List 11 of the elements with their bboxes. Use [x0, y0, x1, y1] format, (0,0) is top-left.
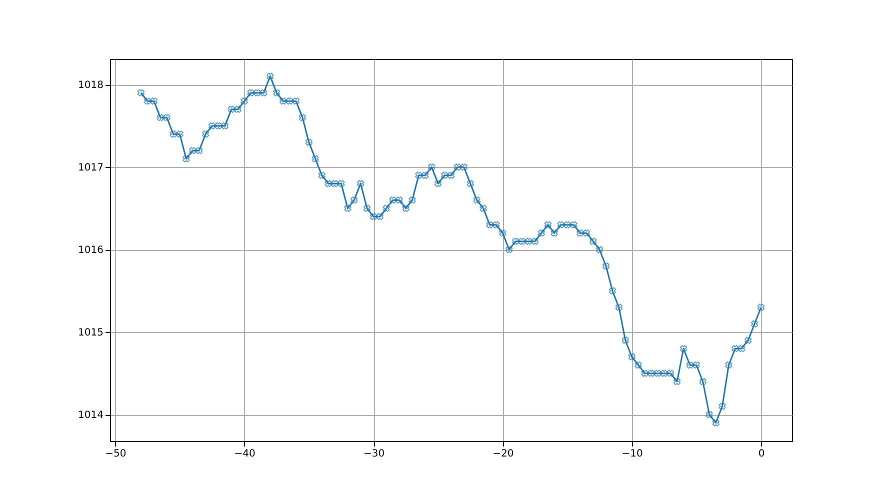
y-tick-label: 1016 — [78, 245, 104, 256]
x-tick-label: −30 — [363, 448, 385, 460]
x-tick-label: −50 — [105, 448, 126, 460]
y-tick-label: 1017 — [78, 162, 104, 174]
x-tick-label: −40 — [234, 448, 256, 460]
y-tick-label: 1014 — [78, 410, 104, 422]
x-tick-label: −20 — [492, 448, 514, 460]
y-tick-label: 1015 — [78, 328, 104, 339]
x-tick-label: −10 — [622, 448, 643, 460]
y-tick-label: 1018 — [78, 80, 104, 92]
x-tick-label: 0 — [758, 448, 765, 460]
